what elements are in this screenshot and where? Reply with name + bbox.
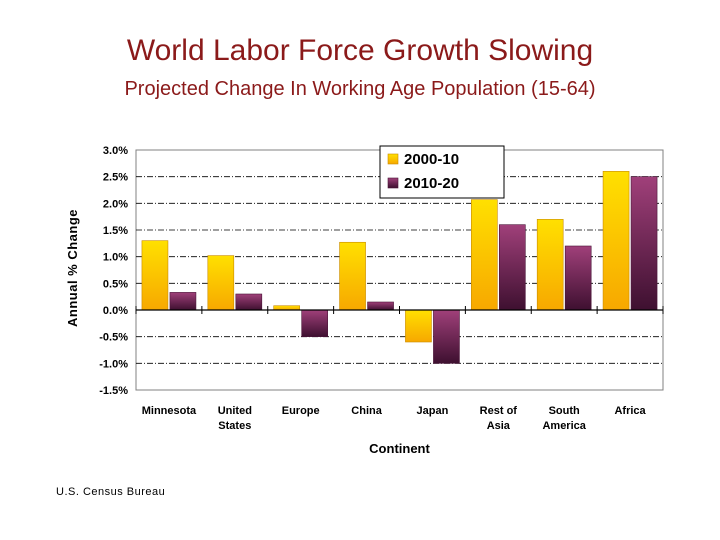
legend-label: 2010-20 xyxy=(404,175,459,192)
x-tick-label: America xyxy=(542,420,586,432)
bar-2010-20-japan xyxy=(433,309,460,364)
x-tick-label: Japan xyxy=(417,405,449,417)
bar-2000-10-united-states xyxy=(207,255,235,311)
source-note: U.S. Census Bureau xyxy=(56,486,166,498)
chart-subtitle: Projected Change In Working Age Populati… xyxy=(124,78,596,100)
y-tick-label: 1.5% xyxy=(103,225,128,237)
bar-2000-10-china xyxy=(339,241,366,311)
y-tick-label: -1.5% xyxy=(99,385,128,397)
x-tick-label: Minnesota xyxy=(142,405,197,417)
x-axis-title: Continent xyxy=(369,441,430,456)
bar-2010-20-minnesota xyxy=(169,292,197,311)
y-tick-label: 2.5% xyxy=(103,172,128,184)
bar-2010-20-united-states xyxy=(235,293,263,311)
y-tick-label: -1.0% xyxy=(99,358,128,370)
bar-2010-20-rest-of-asia xyxy=(499,224,526,311)
x-tick-label: South xyxy=(549,405,580,417)
bar-2000-10-africa xyxy=(602,171,630,311)
y-tick-label: 0.0% xyxy=(103,305,128,317)
bar-2010-20-south-america xyxy=(564,245,592,311)
bar-2010-20-europe xyxy=(301,309,328,337)
x-tick-label: States xyxy=(218,420,251,432)
x-tick-label: Asia xyxy=(487,420,511,432)
x-tick-label: Africa xyxy=(614,405,646,417)
bar-2010-20-china xyxy=(367,301,394,311)
x-tick-label: Rest of xyxy=(480,405,518,417)
legend-box xyxy=(379,145,505,199)
y-axis-title: Annual % Change xyxy=(65,209,80,327)
y-tick-label: 1.0% xyxy=(103,252,128,264)
legend-label: 2000-10 xyxy=(404,151,459,168)
x-tick-label: Europe xyxy=(282,405,320,417)
bar-2010-20-africa xyxy=(630,176,658,311)
bar-2000-10-japan xyxy=(405,309,432,343)
bar-2000-10-europe xyxy=(273,305,300,311)
legend-swatch-2000-10 xyxy=(387,153,399,165)
chart-title: World Labor Force Growth Slowing xyxy=(126,34,594,67)
y-tick-label: 3.0% xyxy=(103,145,128,157)
y-tick-label: 2.0% xyxy=(103,198,128,210)
bar-2000-10-south-america xyxy=(536,219,564,311)
x-tick-label: United xyxy=(218,405,252,417)
legend-swatch-2010-20 xyxy=(387,177,399,189)
y-tick-label: -0.5% xyxy=(99,332,128,344)
bar-2000-10-minnesota xyxy=(141,240,169,311)
x-tick-label: China xyxy=(351,405,382,417)
bar-2000-10-rest-of-asia xyxy=(471,199,498,311)
y-tick-label: 0.5% xyxy=(103,278,128,290)
